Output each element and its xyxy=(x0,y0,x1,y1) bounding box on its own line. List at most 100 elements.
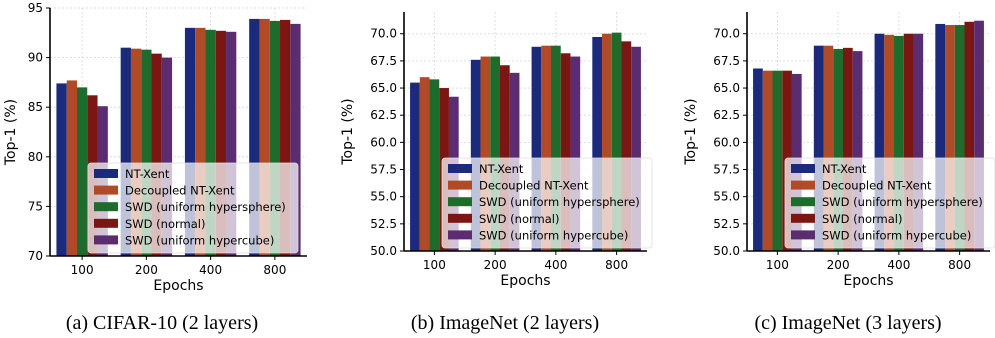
bar xyxy=(842,47,853,251)
bar xyxy=(161,57,173,256)
y-tick-label: 57.5 xyxy=(370,163,397,177)
bar xyxy=(195,27,206,257)
legend-entry: SWD (uniform hypercube) xyxy=(822,228,971,242)
legend-entry: NT-Xent xyxy=(125,167,170,181)
y-axis-label: Top-1 (%) xyxy=(340,98,356,165)
y-tick-label: 95 xyxy=(28,1,43,15)
bar xyxy=(560,53,571,252)
x-tick-label: 800 xyxy=(605,258,628,272)
x-tick-label: 400 xyxy=(887,258,910,272)
bar xyxy=(215,30,227,257)
y-tick-label: 50.0 xyxy=(713,244,740,258)
x-tick-label: 200 xyxy=(135,263,158,277)
bar xyxy=(541,45,552,251)
bar xyxy=(410,82,420,251)
legend-swatch xyxy=(94,169,118,178)
legend-entry: Decoupled NT-Xent xyxy=(125,184,235,198)
y-tick-label: 70.0 xyxy=(713,27,740,41)
x-tick-label: 200 xyxy=(827,258,850,272)
legend-swatch xyxy=(448,164,472,173)
bar xyxy=(945,25,955,252)
bar xyxy=(935,23,946,252)
chart-caption: (c) ImageNet (3 layers) xyxy=(754,312,941,334)
legend-entry: SWD (uniform hypersphere) xyxy=(479,195,640,209)
bar xyxy=(631,46,641,251)
legend-entry: NT-Xent xyxy=(822,162,867,176)
y-tick-label: 55.0 xyxy=(713,190,740,204)
bar xyxy=(852,51,863,251)
y-tick-label: 50.0 xyxy=(370,244,397,258)
x-tick-label: 800 xyxy=(948,258,971,272)
bar xyxy=(884,34,895,252)
legend-entry: Decoupled NT-Xent xyxy=(822,179,932,193)
bar xyxy=(813,45,824,251)
bar xyxy=(480,56,491,251)
legend-entry: NT-Xent xyxy=(479,162,524,176)
legend-entry: Decoupled NT-Xent xyxy=(479,179,589,193)
x-tick-label: 400 xyxy=(544,258,567,272)
bar xyxy=(964,21,975,252)
bar xyxy=(269,20,281,257)
legend-box xyxy=(87,162,299,254)
legend-entry: SWD (normal) xyxy=(125,217,205,231)
y-tick-label: 67.5 xyxy=(713,54,740,68)
bar xyxy=(762,70,773,251)
bar xyxy=(56,83,67,256)
y-tick-label: 90 xyxy=(28,51,43,65)
y-tick-label: 57.5 xyxy=(713,163,740,177)
legend-swatch xyxy=(94,235,118,245)
legend-entry: SWD (uniform hypersphere) xyxy=(125,200,286,214)
bar xyxy=(772,70,783,251)
bar xyxy=(894,35,904,252)
bar xyxy=(570,56,581,251)
y-tick-label: 62.5 xyxy=(713,108,740,122)
x-tick-label: 800 xyxy=(263,263,286,277)
legend: NT-Xent Decoupled NT-Xent SWD (uniform hyp… xyxy=(441,157,653,249)
y-tick-label: 80 xyxy=(28,150,43,164)
y-tick-label: 52.5 xyxy=(713,217,740,231)
legend-entry: SWD (uniform hypersphere) xyxy=(822,195,983,209)
bar xyxy=(753,68,763,251)
bar xyxy=(974,20,984,252)
x-tick-label: 100 xyxy=(766,258,789,272)
bar xyxy=(954,25,965,252)
legend-swatch xyxy=(791,213,815,223)
y-tick-label: 70.0 xyxy=(370,27,397,41)
y-tick-label: 70 xyxy=(28,249,43,263)
chart-caption: (a) CIFAR-10 (2 layers) xyxy=(66,312,258,334)
bar xyxy=(151,53,162,256)
bar xyxy=(531,46,542,251)
bar xyxy=(259,18,270,256)
legend-swatch xyxy=(94,218,118,228)
legend-swatch xyxy=(448,213,472,223)
bar xyxy=(141,49,152,256)
legend-entry: SWD (uniform hypercube) xyxy=(125,233,274,247)
legend-swatch xyxy=(94,202,118,212)
y-tick-label: 65.0 xyxy=(370,81,397,95)
chart-caption: (b) ImageNet (2 layers) xyxy=(411,312,599,334)
bar xyxy=(611,32,622,252)
legend-entry: SWD (uniform hypercube) xyxy=(479,228,628,242)
bar xyxy=(833,48,843,251)
legend-swatch xyxy=(791,180,815,190)
y-tick-label: 75 xyxy=(28,199,43,213)
bar xyxy=(280,19,291,257)
bar xyxy=(490,56,500,251)
legend: NT-Xent Decoupled NT-Xent SWD (uniform hyp… xyxy=(784,157,995,249)
y-axis-label: Top-1 (%) xyxy=(683,98,699,165)
y-tick-label: 55.0 xyxy=(370,190,397,204)
bar xyxy=(592,36,603,252)
x-axis-label: Epochs xyxy=(843,273,893,289)
bar xyxy=(226,31,237,257)
legend-swatch xyxy=(791,197,815,207)
bar xyxy=(290,23,301,257)
bar xyxy=(602,33,612,252)
legend: NT-Xent Decoupled NT-Xent SWD (uniform hyp… xyxy=(87,162,299,254)
bar xyxy=(913,33,924,252)
chart-1: 70 75 80 85 90 95 100 200 400 800 Epochs Top-1 (%) N… xyxy=(3,1,307,334)
legend-swatch xyxy=(791,164,815,173)
bar xyxy=(66,80,77,256)
y-tick-label: 60.0 xyxy=(370,135,397,149)
y-axis-label: Top-1 (%) xyxy=(3,99,19,166)
